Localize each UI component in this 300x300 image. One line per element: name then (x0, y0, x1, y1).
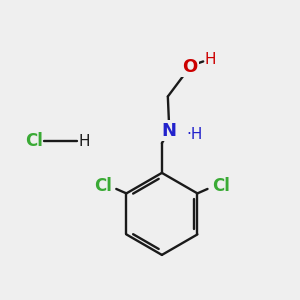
Text: O: O (182, 58, 198, 76)
Text: H: H (204, 52, 216, 67)
Text: ·H: ·H (187, 127, 203, 142)
Text: Cl: Cl (212, 177, 230, 195)
Text: Cl: Cl (94, 177, 112, 195)
Text: N: N (162, 122, 177, 140)
Text: H: H (79, 134, 90, 148)
Text: Cl: Cl (25, 132, 43, 150)
